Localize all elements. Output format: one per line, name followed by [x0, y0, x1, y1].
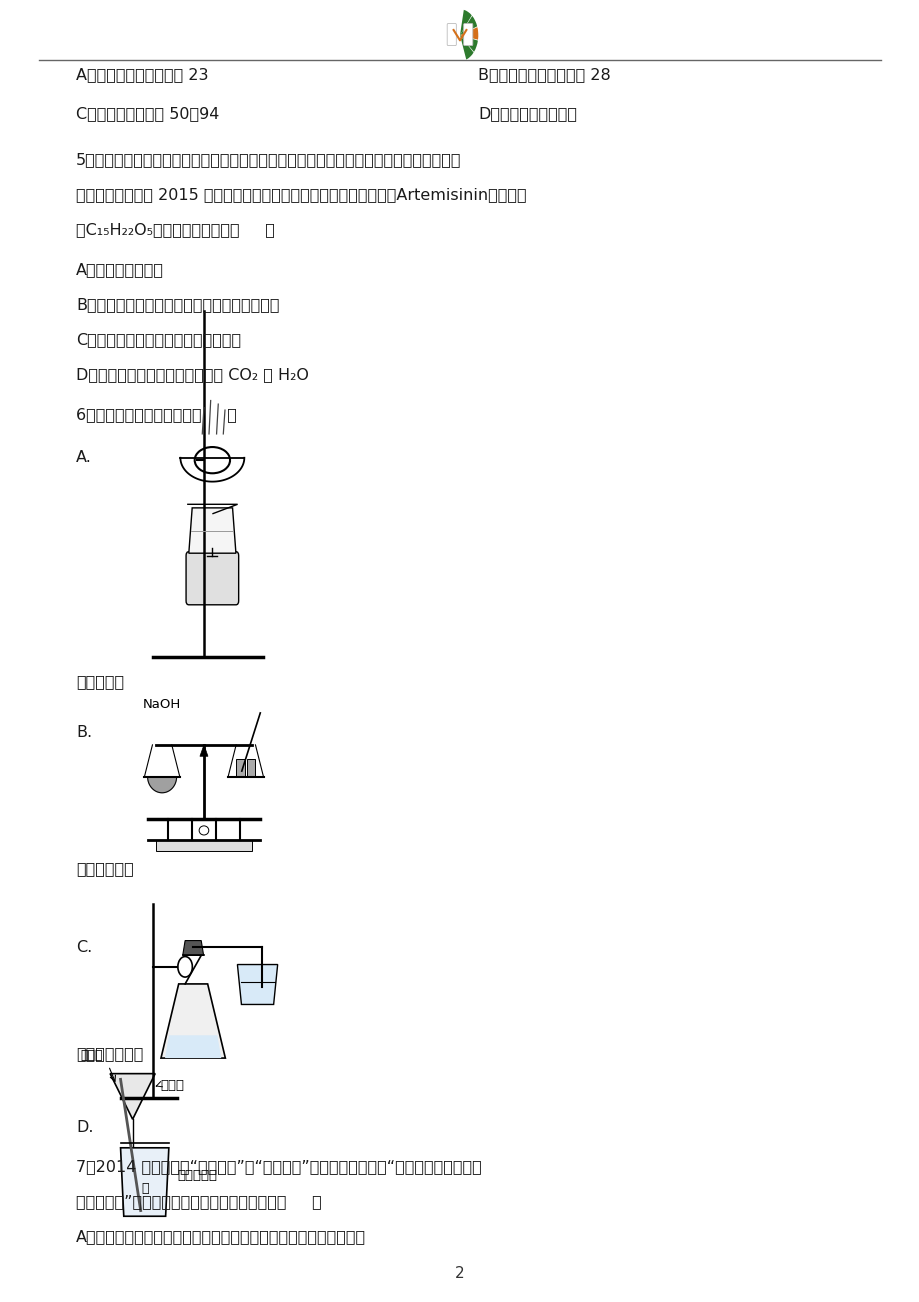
Text: 玻璃棒: 玻璃棒 — [80, 1049, 103, 1062]
Wedge shape — [460, 16, 477, 35]
Text: 称量氢氧化钓: 称量氢氧化钓 — [76, 861, 133, 876]
Text: 蒸发食盐水: 蒸发食盐水 — [76, 674, 124, 689]
Text: C．相对原子质量为 50．94: C．相对原子质量为 50．94 — [76, 107, 219, 121]
Wedge shape — [460, 10, 471, 35]
Bar — [246, 759, 255, 777]
Wedge shape — [460, 35, 473, 60]
Text: B．原子核内的中子数是 28: B．原子核内的中子数是 28 — [478, 68, 610, 82]
Polygon shape — [237, 965, 278, 1004]
Polygon shape — [165, 1035, 221, 1059]
Text: A．由于江河水流有自我净化功能，生活污水可以直接排放到河流中: A．由于江河水流有自我净化功能，生活污水可以直接排放到河流中 — [76, 1229, 366, 1245]
Text: A．原子的核外电子数是 23: A．原子的核外电子数是 23 — [76, 68, 209, 82]
Ellipse shape — [199, 825, 209, 835]
FancyBboxPatch shape — [447, 23, 456, 46]
Text: A．青蓿素是氧化物: A．青蓿素是氧化物 — [76, 262, 164, 277]
Bar — [155, 840, 252, 852]
Text: D．属于稀有气体元素: D．属于稀有气体元素 — [478, 107, 576, 121]
Wedge shape — [460, 35, 477, 52]
Text: 水: 水 — [141, 1182, 148, 1195]
Text: 濃确酸: 濃确酸 — [161, 1078, 185, 1091]
Wedge shape — [460, 27, 478, 39]
Text: C．青蓿素中含量最多的元素为氢元素: C．青蓿素中含量最多的元素为氢元素 — [76, 332, 241, 348]
Text: D.: D. — [76, 1120, 94, 1135]
Text: 为C₁₅H₂₂O₅）的说法正确的是（     ）: 为C₁₅H₂₂O₅）的说法正确的是（ ） — [76, 221, 275, 237]
Polygon shape — [161, 984, 225, 1059]
Text: 6．下列实验操作正确的是（     ）: 6．下列实验操作正确的是（ ） — [76, 408, 236, 422]
FancyBboxPatch shape — [186, 552, 238, 605]
Text: C.: C. — [76, 940, 92, 956]
Polygon shape — [199, 745, 208, 756]
Text: 水生态文明”．下列做法与这一主题不符合的是（     ）: 水生态文明”．下列做法与这一主题不符合的是（ ） — [76, 1194, 322, 1210]
Bar — [236, 759, 244, 777]
Text: A.: A. — [76, 450, 92, 465]
Polygon shape — [110, 1074, 155, 1120]
Text: 原虫的成分而获得 2015 年诺贝尔生理学或医学奖．下列有关青蓿素（Artemisinin，化学式: 原虫的成分而获得 2015 年诺贝尔生理学或医学奖．下列有关青蓿素（Artemi… — [76, 187, 526, 202]
Text: B．青蓿素是由碳原子、氢原子、氧原子构成的: B．青蓿素是由碳原子、氢原子、氧原子构成的 — [76, 297, 279, 312]
Text: 7．2014 年我国绪念“世界水日”和“中国水周”活动的宣传主题为“加强河湖管理，建设: 7．2014 年我国绪念“世界水日”和“中国水周”活动的宣传主题为“加强河湖管理… — [76, 1159, 482, 1174]
FancyBboxPatch shape — [463, 23, 472, 46]
Text: 稀释濃确酸: 稀释濃确酸 — [176, 1169, 217, 1182]
Text: 检验装置气密性: 检验装置气密性 — [76, 1047, 143, 1061]
Text: B.: B. — [76, 725, 92, 740]
Text: D．青蓿素在氧气中充分燃烧生成 CO₂ 和 H₂O: D．青蓿素在氧气中充分燃烧生成 CO₂ 和 H₂O — [76, 367, 309, 381]
Text: 5．中国中医科学院中药研究所首席研究员屠呀呀，因发现中药青蒿的提取物有高效抑制痟: 5．中国中医科学院中药研究所首席研究员屠呀呀，因发现中药青蒿的提取物有高效抑制痟 — [76, 152, 461, 167]
Polygon shape — [120, 1148, 169, 1216]
Text: 2: 2 — [455, 1266, 464, 1281]
Polygon shape — [183, 940, 203, 956]
Polygon shape — [188, 508, 235, 553]
Polygon shape — [147, 777, 176, 793]
Text: NaOH: NaOH — [142, 698, 181, 711]
